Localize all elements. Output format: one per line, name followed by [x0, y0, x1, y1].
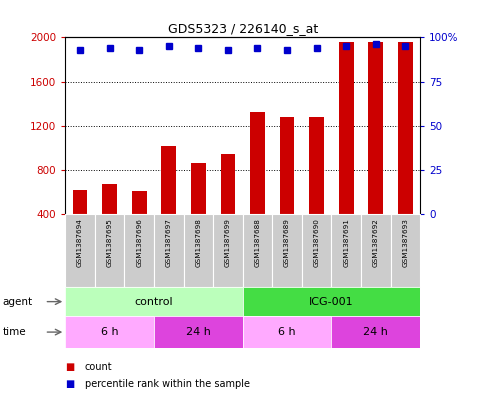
Bar	[242, 287, 420, 316]
Text: GSM1387691: GSM1387691	[343, 218, 349, 267]
Bar	[242, 214, 272, 287]
Text: GSM1387694: GSM1387694	[77, 218, 83, 267]
Text: GSM1387688: GSM1387688	[255, 218, 260, 267]
Bar	[280, 117, 295, 214]
Bar	[361, 214, 391, 287]
Text: GSM1387699: GSM1387699	[225, 218, 231, 267]
Bar	[213, 214, 242, 287]
Bar	[331, 316, 420, 348]
Bar	[72, 190, 87, 214]
Bar	[272, 214, 302, 287]
Text: GSM1387689: GSM1387689	[284, 218, 290, 267]
Text: GSM1387698: GSM1387698	[195, 218, 201, 267]
Text: GSM1387690: GSM1387690	[313, 218, 320, 267]
Bar	[125, 214, 154, 287]
Title: GDS5323 / 226140_s_at: GDS5323 / 226140_s_at	[168, 22, 318, 35]
Text: agent: agent	[2, 297, 32, 307]
Bar	[65, 287, 242, 316]
Text: GSM1387693: GSM1387693	[402, 218, 409, 267]
Text: percentile rank within the sample: percentile rank within the sample	[85, 379, 250, 389]
Bar	[132, 191, 146, 214]
Text: 6 h: 6 h	[101, 327, 118, 337]
Text: GSM1387697: GSM1387697	[166, 218, 172, 267]
Bar	[191, 163, 206, 214]
Text: control: control	[135, 297, 173, 307]
Text: GSM1387692: GSM1387692	[373, 218, 379, 267]
Bar	[221, 154, 235, 214]
Text: count: count	[85, 362, 112, 373]
Bar	[242, 316, 331, 348]
Text: time: time	[2, 327, 26, 337]
Text: GSM1387695: GSM1387695	[107, 218, 113, 267]
Bar	[302, 214, 331, 287]
Bar	[391, 214, 420, 287]
Text: ■: ■	[65, 379, 74, 389]
Text: GSM1387696: GSM1387696	[136, 218, 142, 267]
Bar	[369, 42, 383, 214]
Bar	[250, 112, 265, 214]
Bar	[65, 316, 154, 348]
Bar	[161, 146, 176, 214]
Bar	[154, 214, 184, 287]
Bar	[331, 214, 361, 287]
Bar	[95, 214, 125, 287]
Bar	[398, 42, 413, 214]
Bar	[309, 117, 324, 214]
Text: ■: ■	[65, 362, 74, 373]
Text: 6 h: 6 h	[278, 327, 296, 337]
Bar	[65, 214, 95, 287]
Bar	[102, 184, 117, 214]
Bar	[339, 42, 354, 214]
Text: 24 h: 24 h	[186, 327, 211, 337]
Bar	[184, 214, 213, 287]
Bar	[154, 316, 243, 348]
Text: 24 h: 24 h	[363, 327, 388, 337]
Text: ICG-001: ICG-001	[309, 297, 354, 307]
